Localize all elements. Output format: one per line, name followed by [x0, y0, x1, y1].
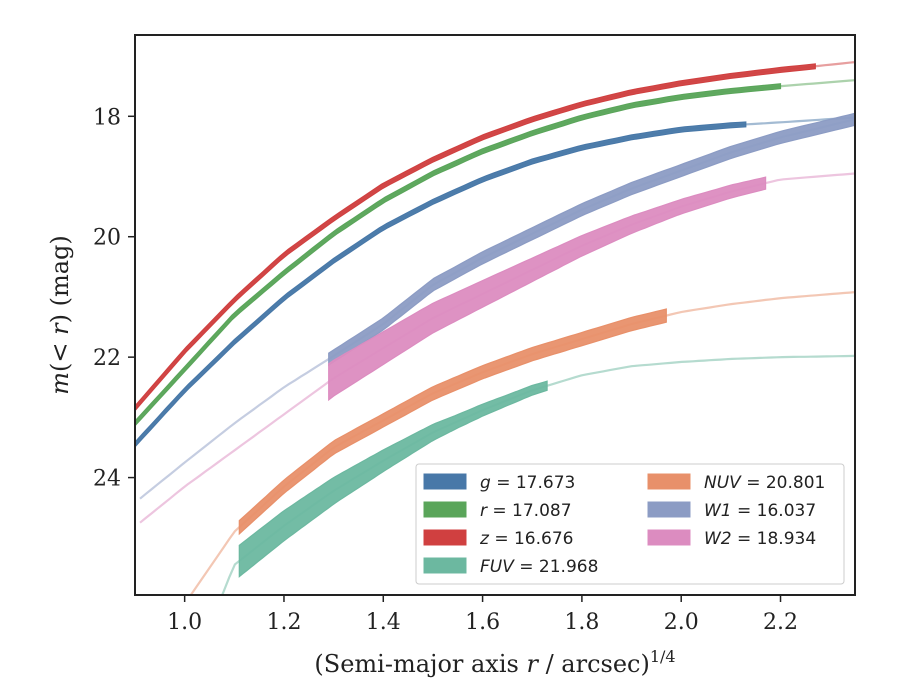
x-tick-label: 1.6 — [465, 610, 500, 635]
y-axis-label-var: m — [46, 372, 74, 395]
legend-var-w1: W1 — [704, 501, 732, 521]
legend-label-fuv: FUV = 21.968 — [480, 557, 598, 577]
legend-value-w2: = 18.934 — [732, 529, 817, 549]
band-fuv — [238, 380, 548, 578]
x-axis-label: (Semi-major axis r / arcsec)1/4 — [314, 647, 675, 678]
y-tick-label: 24 — [93, 467, 121, 492]
legend-var-fuv: FUV — [480, 557, 515, 577]
legend-swatch-r — [423, 501, 467, 518]
ticks-layer: 1.0 1.2 1.4 1.6 1.8 2.0 2.2 18 20 22 24 — [93, 105, 798, 635]
legend-var-g: g — [480, 473, 491, 493]
faint-line-z — [135, 61, 855, 410]
x-tick-label: 1.2 — [266, 610, 301, 635]
legend-var-r: r — [480, 501, 488, 521]
legend-label-r: r = 17.087 — [480, 501, 572, 521]
legend-value-g: = 17.673 — [491, 473, 576, 493]
band-z — [135, 63, 816, 412]
legend-swatch-w1 — [647, 501, 691, 518]
y-tick-label: 20 — [93, 226, 121, 251]
y-tick-label: 22 — [93, 346, 121, 371]
legend-label-w2: W2 = 18.934 — [704, 529, 816, 549]
legend-var-nuv: NUV — [704, 473, 742, 493]
legend-value-fuv: = 21.968 — [514, 557, 599, 577]
x-tick-label: 1.4 — [366, 610, 401, 635]
x-tick-label: 1.8 — [564, 610, 599, 635]
series-layer — [135, 61, 855, 595]
legend-value-nuv: = 20.801 — [741, 473, 826, 493]
legend-value-r: = 17.087 — [487, 501, 572, 521]
legend-swatch-z — [423, 529, 467, 546]
legend-label-nuv: NUV = 20.801 — [704, 473, 825, 493]
x-axis-label-exponent: 1/4 — [650, 647, 676, 666]
x-axis-label-prefix: (Semi-major axis — [314, 650, 526, 678]
legend-var-z: z — [479, 529, 490, 549]
y-axis-label: m(< r) (mag) — [46, 235, 74, 395]
band-r — [135, 83, 782, 427]
y-tick-label: 18 — [93, 105, 121, 130]
legend-swatch-fuv — [423, 557, 467, 574]
x-tick-label: 2.2 — [763, 610, 798, 635]
band-g — [135, 121, 747, 448]
x-tick-label: 2.0 — [664, 610, 699, 635]
legend-swatch-w2 — [647, 529, 691, 546]
legend-swatch-nuv — [647, 473, 691, 490]
x-axis-label-var: r — [526, 650, 539, 678]
legend-var-w2: W2 — [704, 529, 732, 549]
legend-box — [415, 463, 845, 585]
band-w1 — [328, 112, 855, 367]
legend-value-z: = 16.676 — [489, 529, 574, 549]
y-axis-label-r: r — [46, 322, 74, 335]
x-tick-label: 1.0 — [167, 610, 202, 635]
y-axis-label-suffix: ) (mag) — [46, 235, 74, 323]
legend-swatch-g — [423, 473, 467, 490]
legend-label-w1: W1 = 16.037 — [704, 501, 816, 521]
legend-label-g: g = 17.673 — [480, 473, 575, 493]
legend-value-w1: = 16.037 — [732, 501, 817, 521]
band-nuv — [238, 308, 667, 536]
y-axis-label-mid: (< — [46, 335, 74, 372]
x-axis-label-suffix: / arcsec) — [538, 650, 650, 678]
legend-label-z: z = 16.676 — [479, 529, 573, 549]
band-w2 — [328, 176, 767, 402]
plot-frame — [134, 34, 856, 596]
